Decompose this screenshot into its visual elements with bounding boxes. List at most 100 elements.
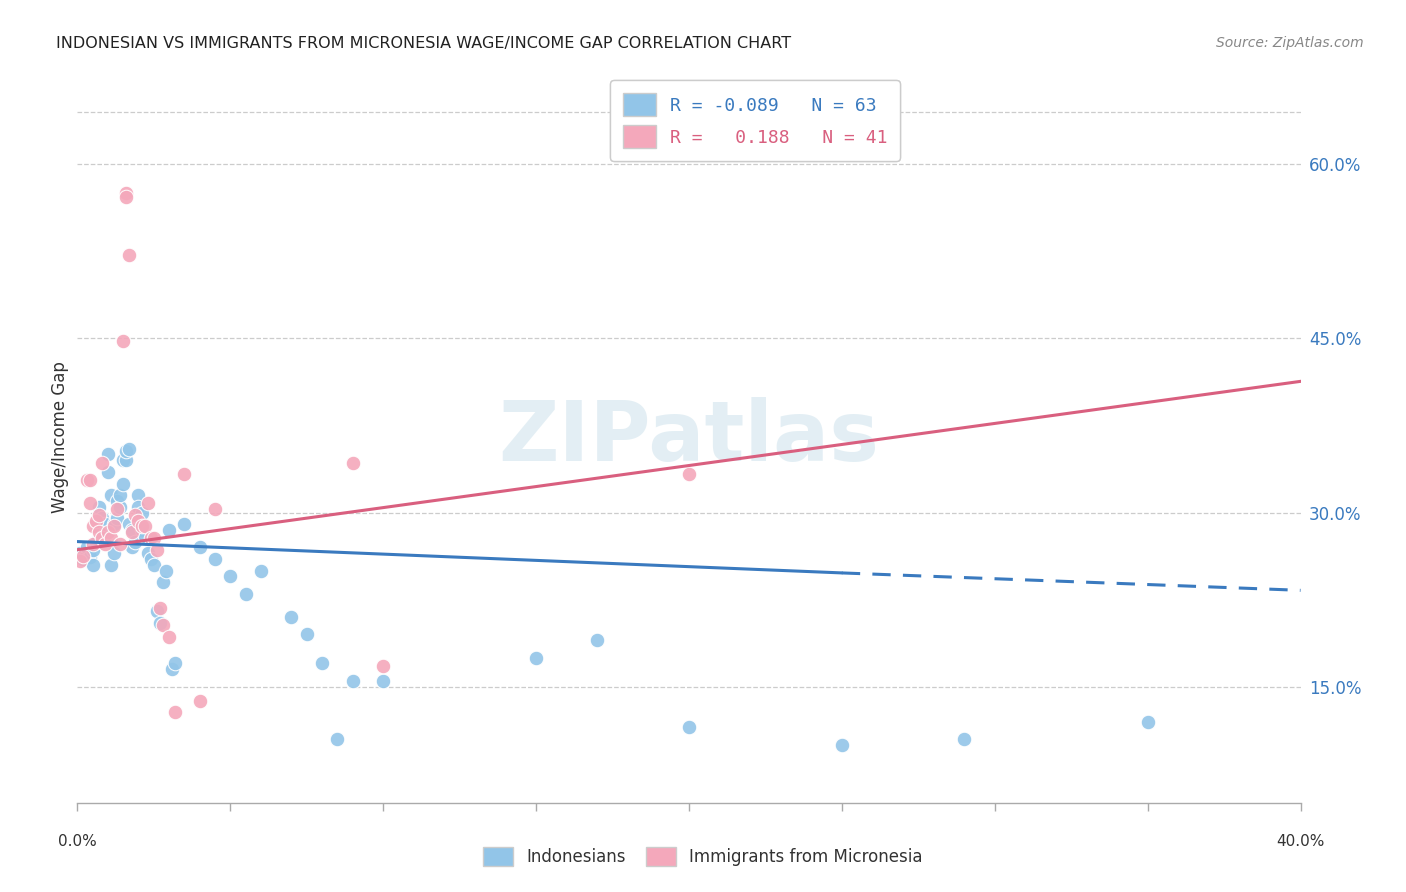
Point	[1136, 714, 1159, 729]
Point	[121, 541, 143, 555]
Point	[139, 531, 162, 545]
Point	[280, 610, 302, 624]
Point	[204, 552, 226, 566]
Point	[108, 500, 131, 514]
Point	[72, 552, 94, 566]
Point	[188, 541, 211, 555]
Point	[124, 534, 146, 549]
Point	[108, 537, 131, 551]
Point	[157, 523, 180, 537]
Point	[155, 564, 177, 578]
Point	[103, 519, 125, 533]
Point	[128, 488, 150, 502]
Point	[165, 657, 187, 671]
Point	[105, 511, 128, 525]
Point	[103, 517, 125, 532]
Point	[82, 542, 104, 557]
Point	[235, 587, 257, 601]
Point	[94, 537, 117, 551]
Legend: R = -0.089   N = 63, R =   0.188   N = 41: R = -0.089 N = 63, R = 0.188 N = 41	[610, 80, 900, 161]
Point	[134, 529, 156, 543]
Point	[79, 473, 101, 487]
Point	[152, 575, 174, 590]
Point	[173, 517, 195, 532]
Point	[90, 511, 112, 525]
Point	[121, 525, 143, 540]
Point	[326, 731, 349, 746]
Point	[342, 673, 364, 688]
Point	[90, 531, 112, 545]
Point	[82, 519, 104, 533]
Point	[76, 473, 98, 487]
Text: INDONESIAN VS IMMIGRANTS FROM MICRONESIA WAGE/INCOME GAP CORRELATION CHART: INDONESIAN VS IMMIGRANTS FROM MICRONESIA…	[56, 36, 792, 51]
Point	[157, 630, 180, 644]
Point	[118, 442, 141, 456]
Point	[219, 569, 242, 583]
Point	[149, 600, 172, 615]
Point	[82, 537, 104, 551]
Point	[121, 523, 143, 537]
Point	[112, 453, 135, 467]
Point	[90, 456, 112, 470]
Point	[134, 519, 156, 533]
Point	[128, 514, 150, 528]
Y-axis label: Wage/Income Gap: Wage/Income Gap	[51, 361, 69, 513]
Point	[118, 248, 141, 262]
Point	[139, 552, 162, 566]
Point	[131, 519, 153, 533]
Point	[131, 506, 153, 520]
Point	[371, 673, 394, 688]
Point	[76, 541, 98, 555]
Point	[136, 496, 159, 510]
Point	[124, 508, 146, 522]
Point	[72, 549, 94, 563]
Point	[87, 525, 110, 540]
Point	[105, 502, 128, 516]
Point	[94, 517, 117, 532]
Point	[146, 542, 169, 557]
Point	[97, 448, 120, 462]
Point	[97, 525, 120, 540]
Text: 0.0%: 0.0%	[58, 834, 97, 849]
Point	[82, 558, 104, 572]
Point	[84, 514, 107, 528]
Point	[84, 534, 107, 549]
Point	[112, 334, 135, 348]
Point	[371, 658, 394, 673]
Point	[250, 564, 273, 578]
Point	[160, 662, 183, 676]
Point	[79, 549, 101, 564]
Point	[105, 494, 128, 508]
Point	[678, 720, 700, 734]
Point	[142, 531, 165, 545]
Point	[118, 517, 141, 532]
Point	[115, 444, 138, 458]
Point	[586, 633, 609, 648]
Point	[831, 738, 853, 752]
Text: 40.0%: 40.0%	[1277, 834, 1324, 849]
Point	[90, 523, 112, 537]
Point	[136, 546, 159, 560]
Point	[100, 488, 122, 502]
Point	[524, 650, 547, 665]
Point	[128, 500, 150, 514]
Point	[953, 731, 976, 746]
Point	[115, 453, 138, 467]
Point	[69, 546, 91, 560]
Point	[115, 190, 138, 204]
Point	[69, 554, 91, 568]
Point	[131, 523, 153, 537]
Point	[103, 546, 125, 560]
Point	[100, 558, 122, 572]
Legend: Indonesians, Immigrants from Micronesia: Indonesians, Immigrants from Micronesia	[475, 838, 931, 875]
Point	[173, 467, 195, 482]
Point	[97, 465, 120, 479]
Point	[79, 496, 101, 510]
Point	[87, 500, 110, 514]
Point	[311, 657, 333, 671]
Point	[87, 508, 110, 522]
Point	[115, 186, 138, 201]
Point	[100, 531, 122, 545]
Point	[152, 618, 174, 632]
Point	[295, 627, 318, 641]
